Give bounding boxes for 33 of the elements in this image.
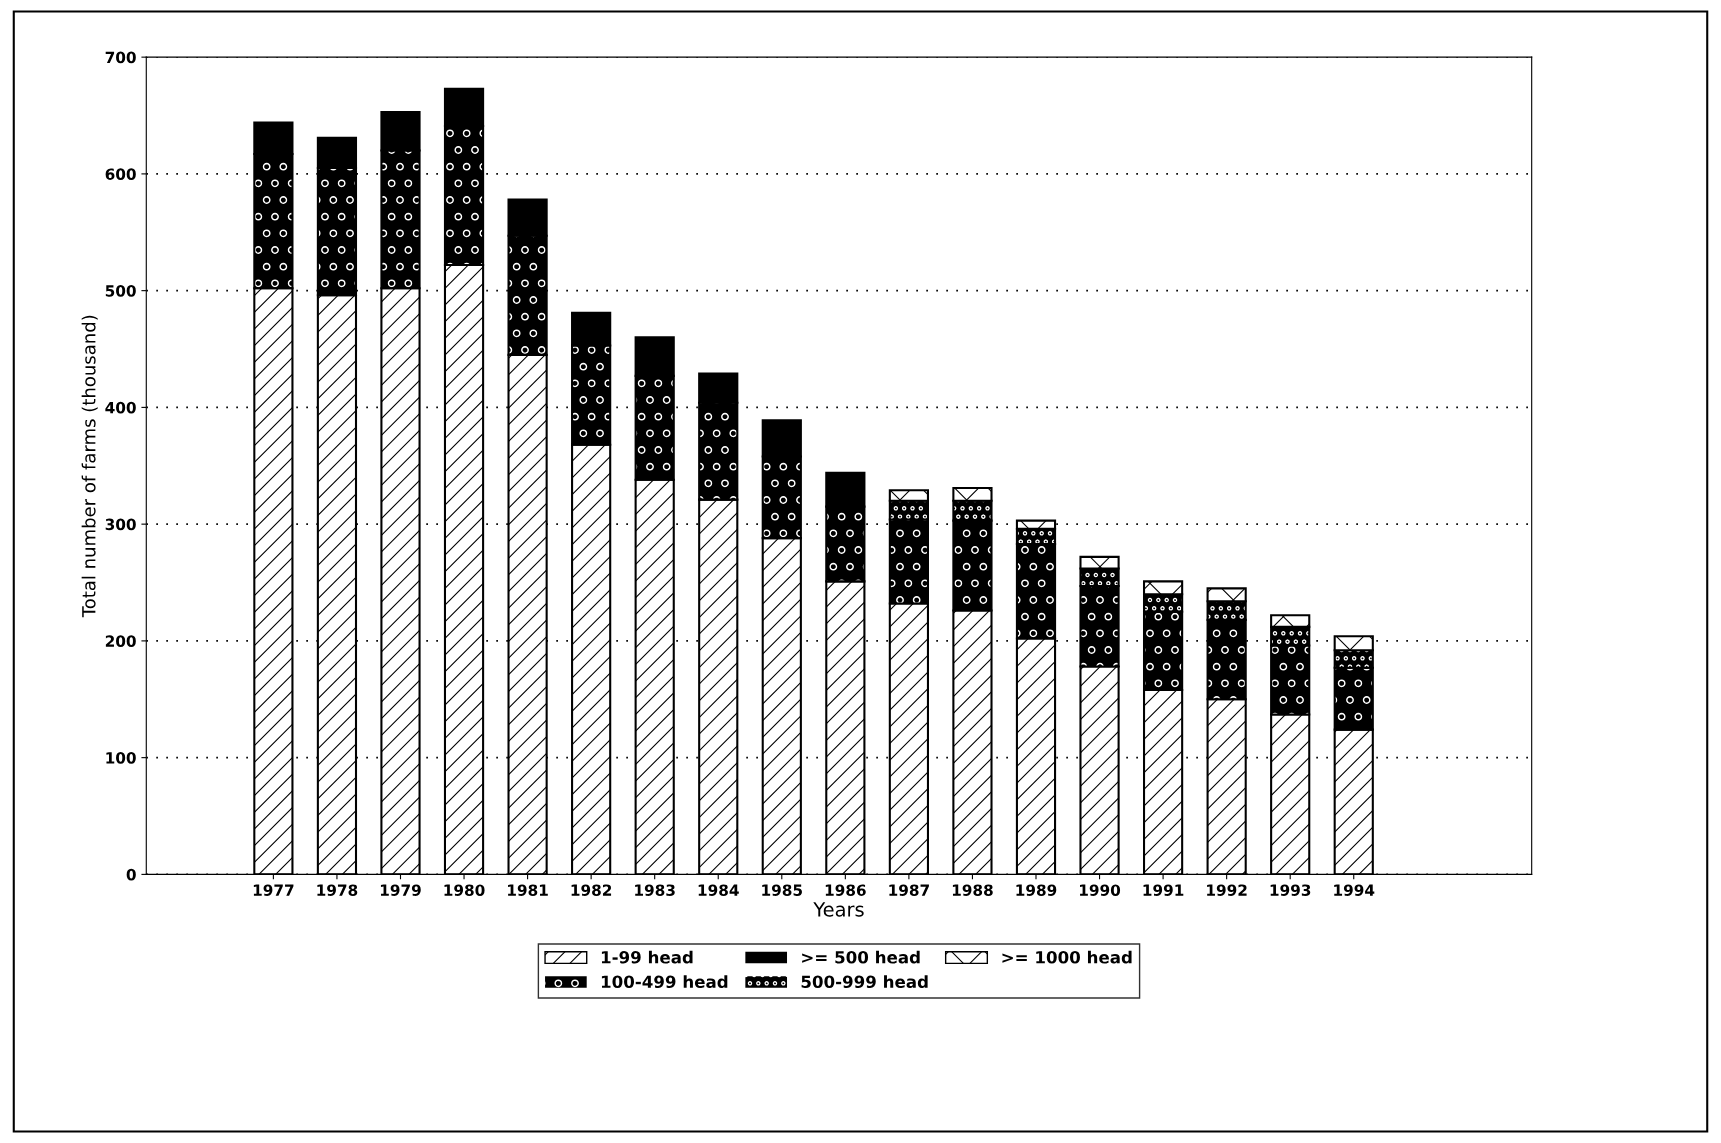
x-tick-label: 1981 — [508, 884, 548, 896]
x-tick-label: 1992 — [1207, 884, 1247, 896]
x-tick-label: 1982 — [571, 884, 612, 896]
y-tick-label: 0 — [126, 868, 136, 881]
y-tick-label: 200 — [105, 635, 136, 647]
x-tick-label: 1985 — [762, 884, 802, 896]
x-tick-label: 1980 — [444, 884, 485, 896]
x-tick-label: 1978 — [317, 884, 358, 896]
x-tick-label: 1987 — [889, 884, 929, 896]
x-tick-label: 1986 — [825, 884, 866, 896]
x-tick-label: 1993 — [1270, 884, 1311, 896]
x-tick-label: 1977 — [253, 884, 294, 896]
y-tick-label: 500 — [105, 285, 136, 297]
x-tick-label: 1984 — [698, 884, 739, 896]
legend-label: >= 1000 head — [1002, 950, 1132, 964]
legend-label: >= 500 head — [802, 950, 920, 964]
y-tick-label: 600 — [105, 168, 136, 180]
legend-label: 100-499 head — [601, 975, 728, 989]
y-tick-label: 300 — [105, 518, 136, 531]
legend-label: 500-999 head — [801, 975, 928, 989]
x-tick-label: 1989 — [1016, 884, 1057, 896]
x-tick-label: 1983 — [635, 884, 675, 896]
x-tick-label: 1990 — [1080, 884, 1121, 896]
x-tick-label: 1994 — [1334, 884, 1375, 896]
x-tick-label: 1988 — [952, 884, 993, 896]
x-axis-title: Years — [813, 902, 864, 917]
legend-label: 1-99 head — [601, 950, 693, 964]
x-tick-label: 1979 — [380, 884, 421, 896]
y-tick-label: 700 — [105, 51, 136, 64]
y-axis-title: Total number of farms (thousand) — [81, 315, 98, 618]
y-tick-label: 400 — [105, 401, 136, 414]
y-tick-label: 100 — [106, 752, 136, 764]
x-tick-label: 1991 — [1143, 884, 1184, 896]
